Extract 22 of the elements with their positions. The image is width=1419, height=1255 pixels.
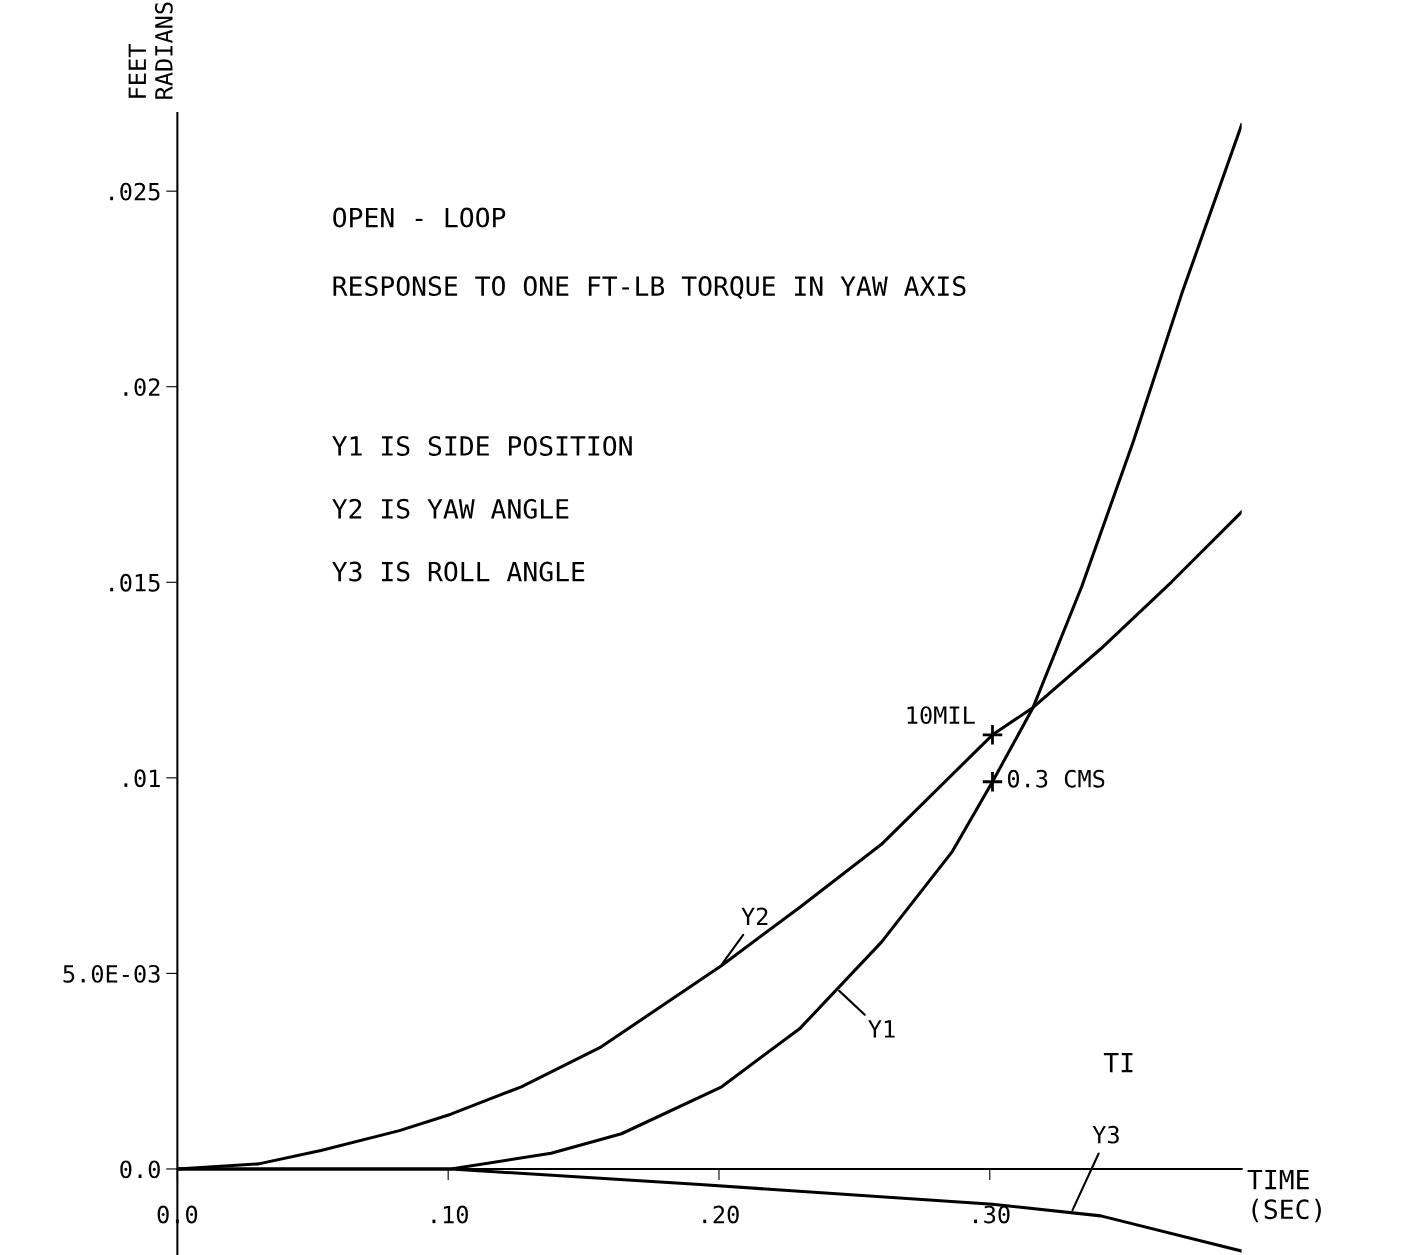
text: Y3 <box>1092 1125 1119 1144</box>
text: RESPONSE TO ONE FT-LB TORQUE IN YAW AXIS <box>333 276 966 300</box>
x-axis-title: TIME (SEC) <box>1247 1169 1321 1223</box>
x-tick-label: .30 <box>974 1205 1010 1224</box>
x-tick-label: .20 <box>703 1205 739 1224</box>
annotation: TI <box>1103 1053 1133 1073</box>
y-axis-title: FEET RADIANS <box>128 2 173 99</box>
annotation: 0.3 CMS <box>1007 769 1105 788</box>
y-tick-label: 5.0E-03 <box>63 964 160 983</box>
annotation: 10MIL <box>907 706 975 725</box>
series-label: Y2 <box>741 907 768 925</box>
annotation: Y2 IS YAW ANGLE <box>332 498 569 519</box>
y-tick-label: .02 <box>124 378 160 397</box>
annotation: Y3 IS ROLL ANGLE <box>332 561 585 582</box>
y-tick-label: .015 <box>110 573 160 592</box>
text: OPEN - LOOP <box>333 207 506 228</box>
y-tick-label: .025 <box>110 182 160 201</box>
y-tick-label: .01 <box>124 769 160 788</box>
x-tick-label: .10 <box>432 1205 468 1224</box>
legend-label: Y1 <box>868 1020 895 1038</box>
y-tick-label: 0.0 <box>120 1160 160 1179</box>
annotation: Y1 IS SIDE POSITION <box>332 435 632 456</box>
